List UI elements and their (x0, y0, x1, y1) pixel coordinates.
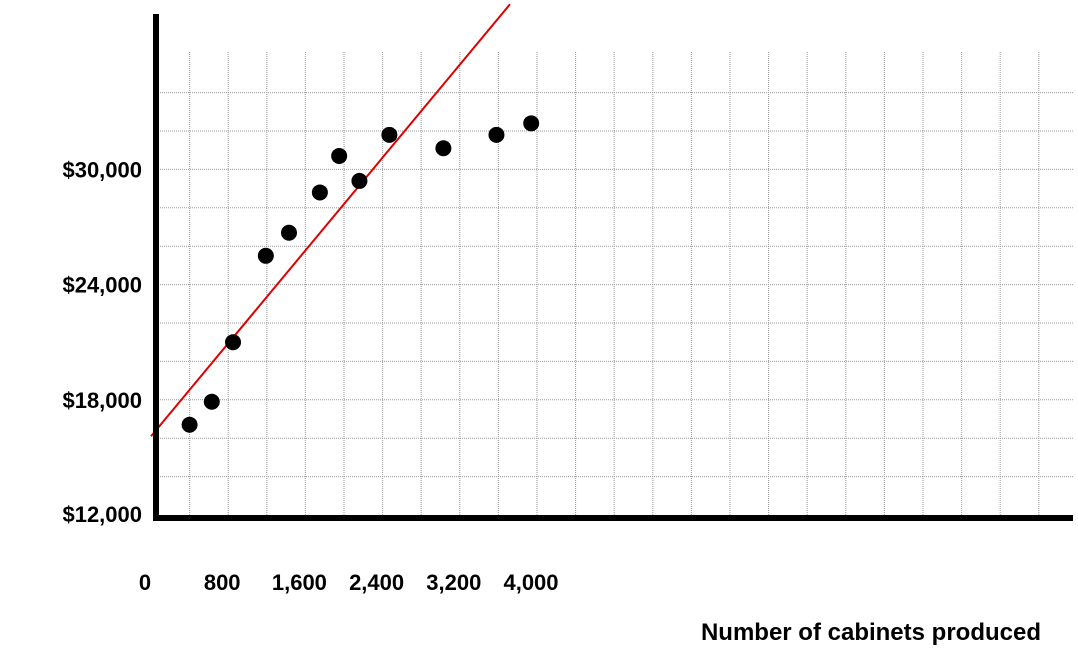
data-point (488, 126, 505, 143)
x-axis-tick-labels: 0 800 1,600 2,400 3,200 4,000 (139, 570, 559, 595)
data-point (523, 115, 540, 132)
data-point (351, 172, 368, 189)
y-tick-label: $30,000 (62, 157, 142, 182)
data-points (181, 115, 540, 433)
y-tick-label: $12,000 (62, 502, 142, 527)
data-point (181, 416, 198, 433)
x-tick-label: 4,000 (503, 570, 558, 595)
x-axis-title: Number of cabinets produced (701, 619, 1041, 646)
data-point (280, 224, 297, 241)
x-tick-label: 2,400 (349, 570, 404, 595)
data-point (311, 184, 328, 201)
x-tick-label: 800 (204, 570, 241, 595)
data-point (257, 247, 274, 264)
data-point (203, 393, 220, 410)
x-tick-label: 3,200 (426, 570, 481, 595)
trend-line (150, 3, 511, 437)
data-point (331, 147, 348, 164)
x-tick-label: 0 (139, 570, 151, 595)
grid-lines (156, 52, 1073, 518)
y-tick-label: $18,000 (62, 388, 142, 413)
data-point (435, 140, 452, 157)
y-axis-tick-labels: $12,000 $18,000 $24,000 $30,000 (62, 157, 142, 527)
x-tick-label: 1,600 (272, 570, 327, 595)
data-point (381, 126, 398, 143)
data-point (225, 334, 242, 351)
y-tick-label: $24,000 (62, 273, 142, 298)
